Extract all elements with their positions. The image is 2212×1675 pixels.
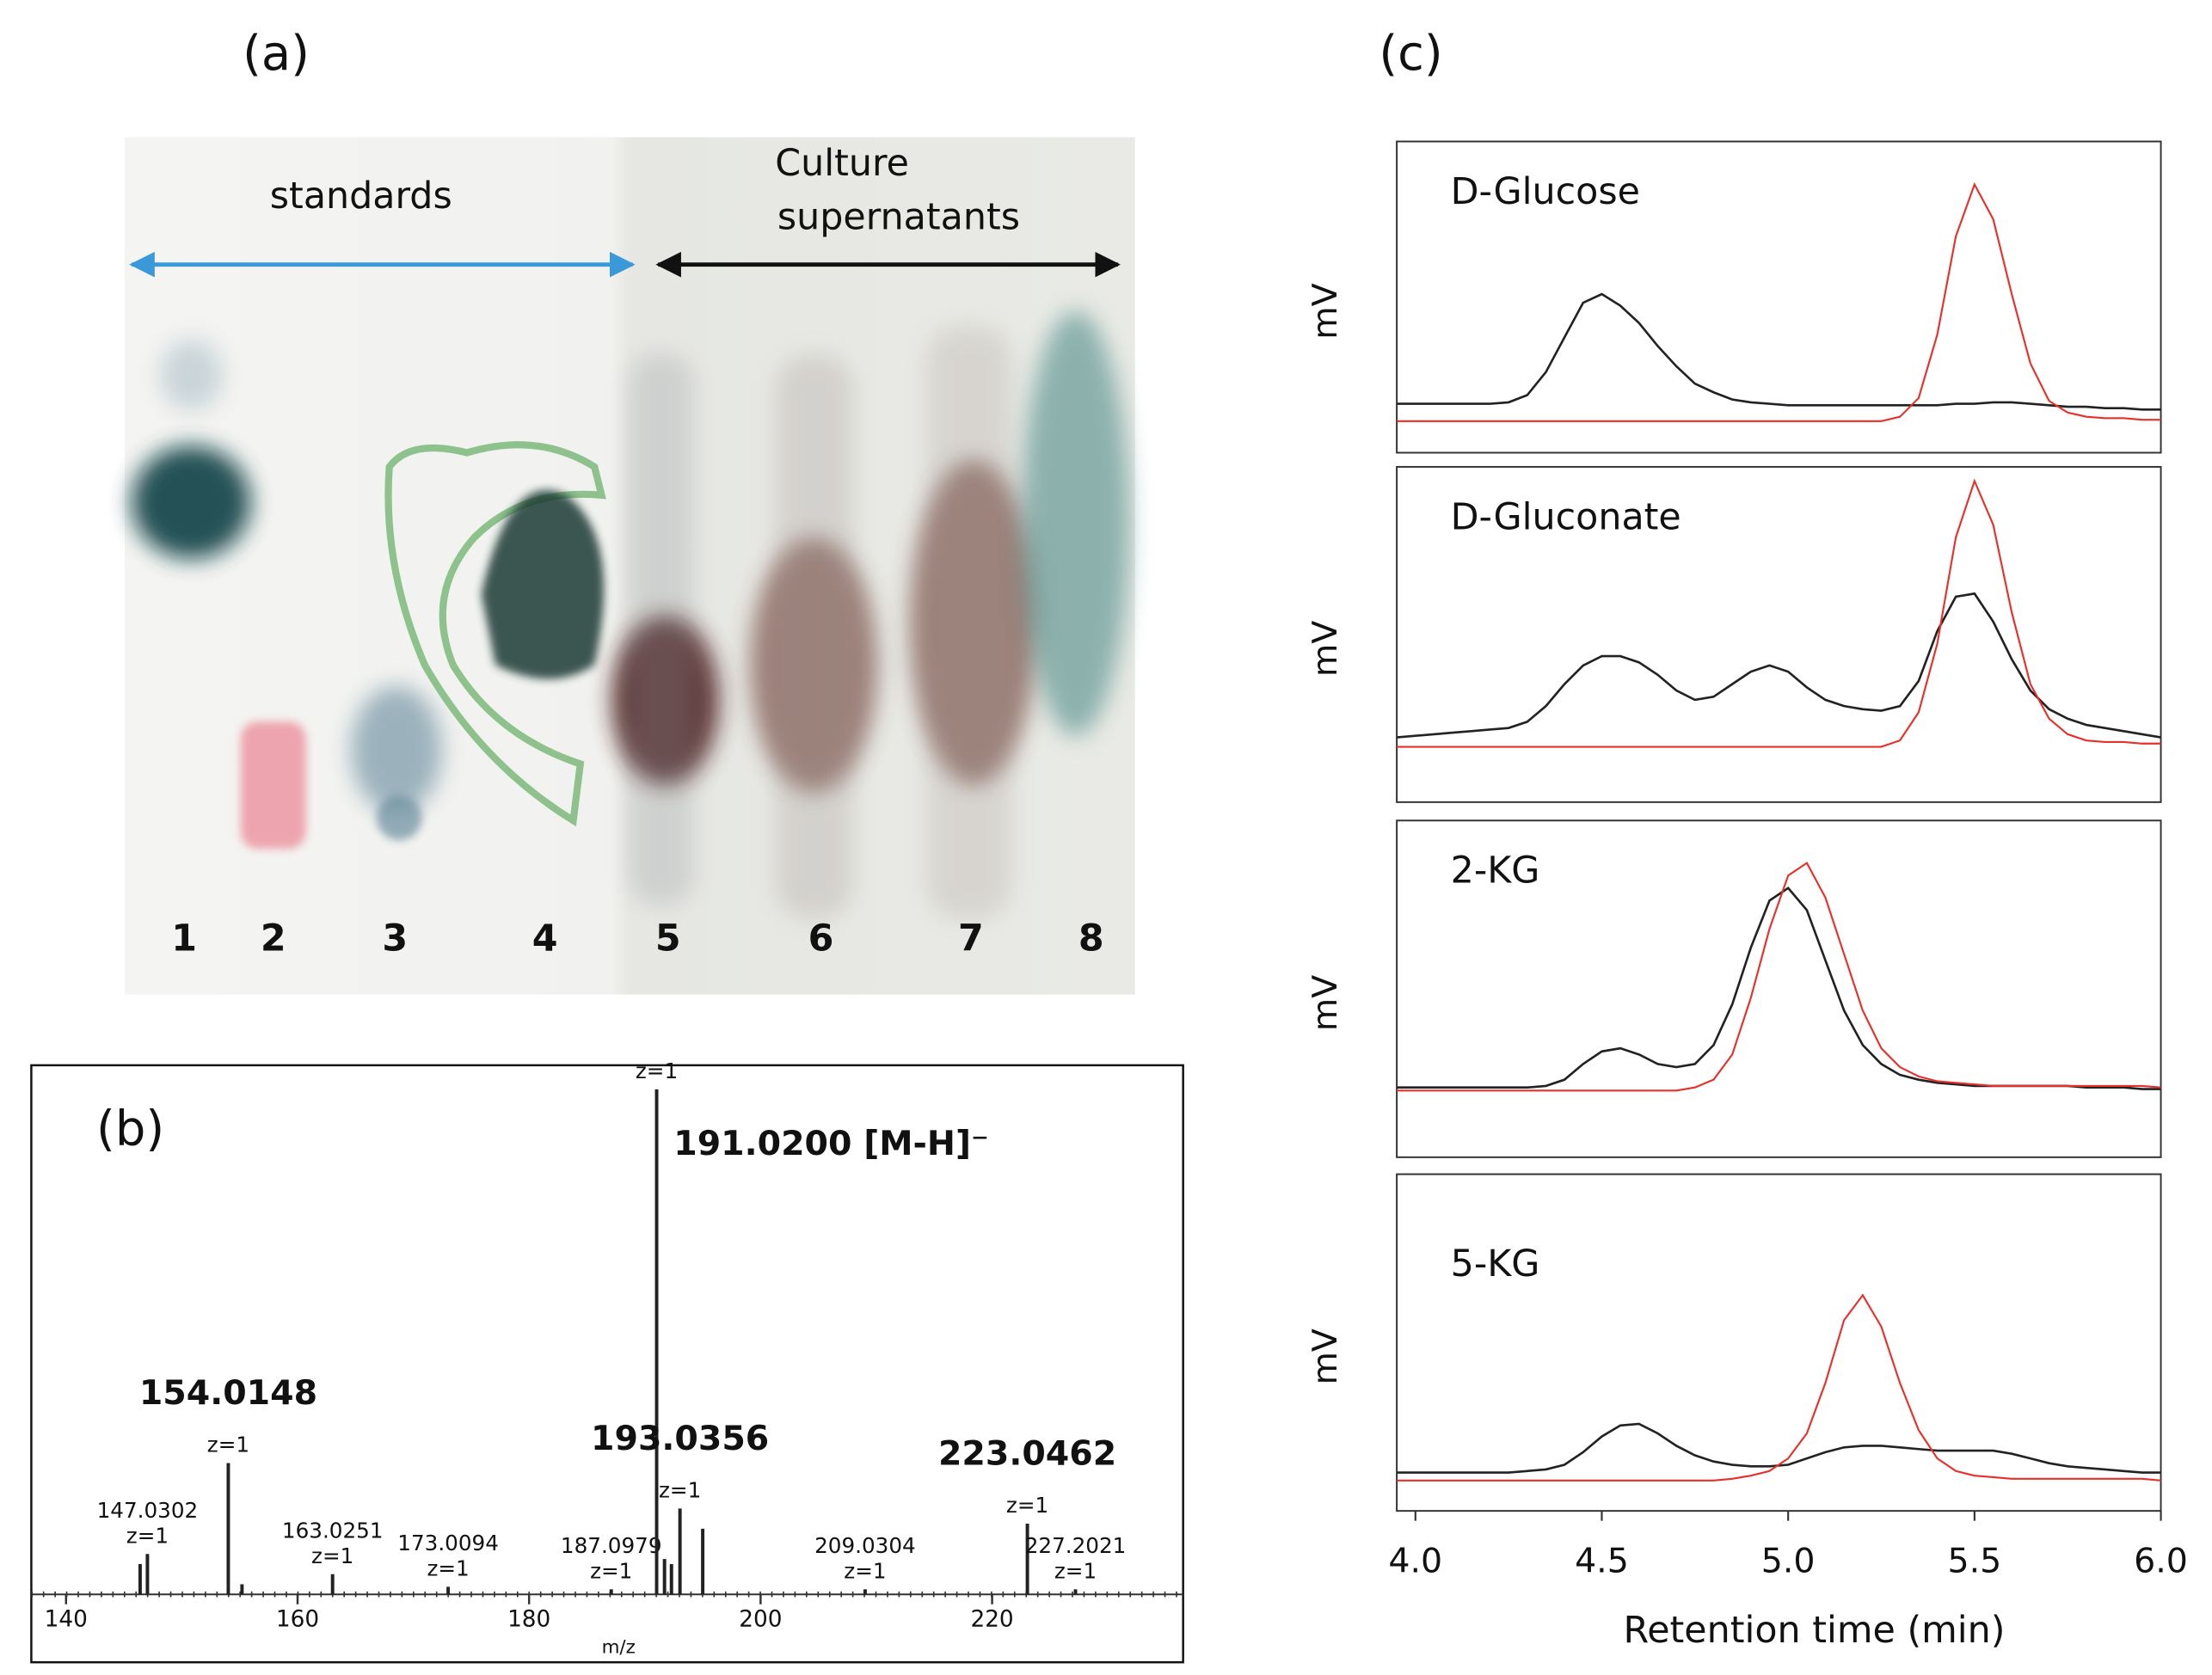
y-axis-label: mV	[1306, 283, 1345, 339]
panel-title: D-Gluconate	[1451, 495, 1681, 538]
tlc-photo	[125, 137, 1135, 995]
trace	[1397, 1293, 2161, 1482]
group-label: supernatants	[777, 196, 1020, 239]
x-tick-label: 180	[507, 1606, 550, 1632]
x-tick-label: 220	[970, 1606, 1013, 1632]
chromatograms: D-Glucose mV D-Gluconate mV 2-KG mV 5-KG mV 4.0 4…	[1306, 140, 2188, 1652]
peak-label: 147.0302	[97, 1498, 199, 1523]
x-tick-label: 5.5	[1947, 1542, 2001, 1581]
trace	[1397, 478, 2161, 748]
charge-label: z=1	[207, 1433, 249, 1457]
lane-label: 7	[958, 917, 984, 960]
panel-frame	[1396, 140, 2162, 454]
panel-label: (b)	[96, 1101, 164, 1157]
panel-label: (c)	[1379, 26, 1442, 82]
spot	[481, 489, 605, 679]
panel-frame	[1396, 465, 2162, 803]
x-axis-label: Retention time (min)	[1623, 1609, 2005, 1652]
panel-title: D-Glucose	[1451, 170, 1640, 213]
y-axis-label: mV	[1306, 975, 1345, 1031]
lane-trail	[926, 325, 1012, 920]
peak-label: 227.2021	[1025, 1533, 1127, 1558]
lane-trail	[775, 353, 854, 920]
x-tick-label: 5.0	[1761, 1542, 1816, 1581]
x-tick-label: 140	[45, 1606, 88, 1632]
spot	[240, 721, 306, 850]
x-tick-label: 6.0	[2134, 1542, 2188, 1581]
panel-title: 2-KG	[1451, 850, 1540, 893]
panel-title: 5-KG	[1451, 1242, 1540, 1285]
trace	[1397, 181, 2161, 422]
charge-label: z=1	[844, 1559, 886, 1584]
spot	[1022, 310, 1130, 736]
x-tick-label: 160	[276, 1606, 319, 1632]
panel-frame	[1396, 819, 2162, 1158]
lane-label: 4	[532, 917, 558, 960]
peak-label: 191.0200 [M-H]⁻	[673, 1124, 989, 1163]
stain-outline	[384, 441, 606, 827]
spot	[160, 339, 223, 411]
lane-label: 1	[171, 917, 197, 960]
charge-label: z=1	[126, 1523, 169, 1548]
lane-label: 3	[382, 917, 408, 960]
x-axis-label: m/z	[602, 1637, 636, 1659]
peak-label: 209.0304	[814, 1533, 916, 1558]
lane-trail	[630, 353, 694, 905]
charge-label: z=1	[659, 1478, 701, 1503]
charge-label: z=1	[311, 1543, 353, 1568]
spot	[351, 685, 442, 814]
spot	[376, 795, 422, 841]
peak-label: 223.0462	[938, 1434, 1116, 1474]
spectrum-frame	[30, 1064, 1184, 1664]
peak-label: 173.0094	[397, 1531, 499, 1555]
charge-label: z=1	[427, 1556, 469, 1581]
lane-label: 6	[808, 917, 834, 960]
spot	[132, 445, 251, 559]
trace	[1397, 592, 2161, 739]
x-tick-label: 4.5	[1575, 1542, 1629, 1581]
charge-label: z=1	[1054, 1559, 1097, 1584]
panel-label: (a)	[243, 26, 310, 82]
lane-label: 5	[655, 917, 681, 960]
group-label: standards	[270, 175, 452, 218]
spectrum: 140 160 180 200 220m/zz=1147.0302z=1154.0148…	[45, 1058, 1127, 1659]
charge-label: z=1	[636, 1058, 678, 1083]
charge-label: z=1	[1006, 1493, 1048, 1518]
y-axis-label: mV	[1306, 621, 1345, 677]
y-axis-label: mV	[1306, 1328, 1345, 1384]
charge-label: z=1	[590, 1559, 632, 1584]
panel-frame	[1396, 1173, 2162, 1512]
peak-label: 187.0979	[561, 1533, 662, 1558]
trace	[1397, 886, 2161, 1090]
trace	[1397, 862, 2161, 1092]
group-label: Culture	[775, 142, 909, 185]
lane-label: 2	[261, 917, 286, 960]
x-tick-label: 4.0	[1388, 1542, 1442, 1581]
trace	[1397, 292, 2161, 411]
lane-labels: 1 2 3 4 5 6 7 8	[171, 917, 1103, 960]
peak-label: 154.0148	[139, 1373, 317, 1413]
x-tick-label: 200	[739, 1606, 782, 1632]
peak-label: 193.0356	[591, 1419, 769, 1458]
lane-label: 8	[1078, 917, 1104, 960]
peak-label: 163.0251	[282, 1518, 384, 1543]
